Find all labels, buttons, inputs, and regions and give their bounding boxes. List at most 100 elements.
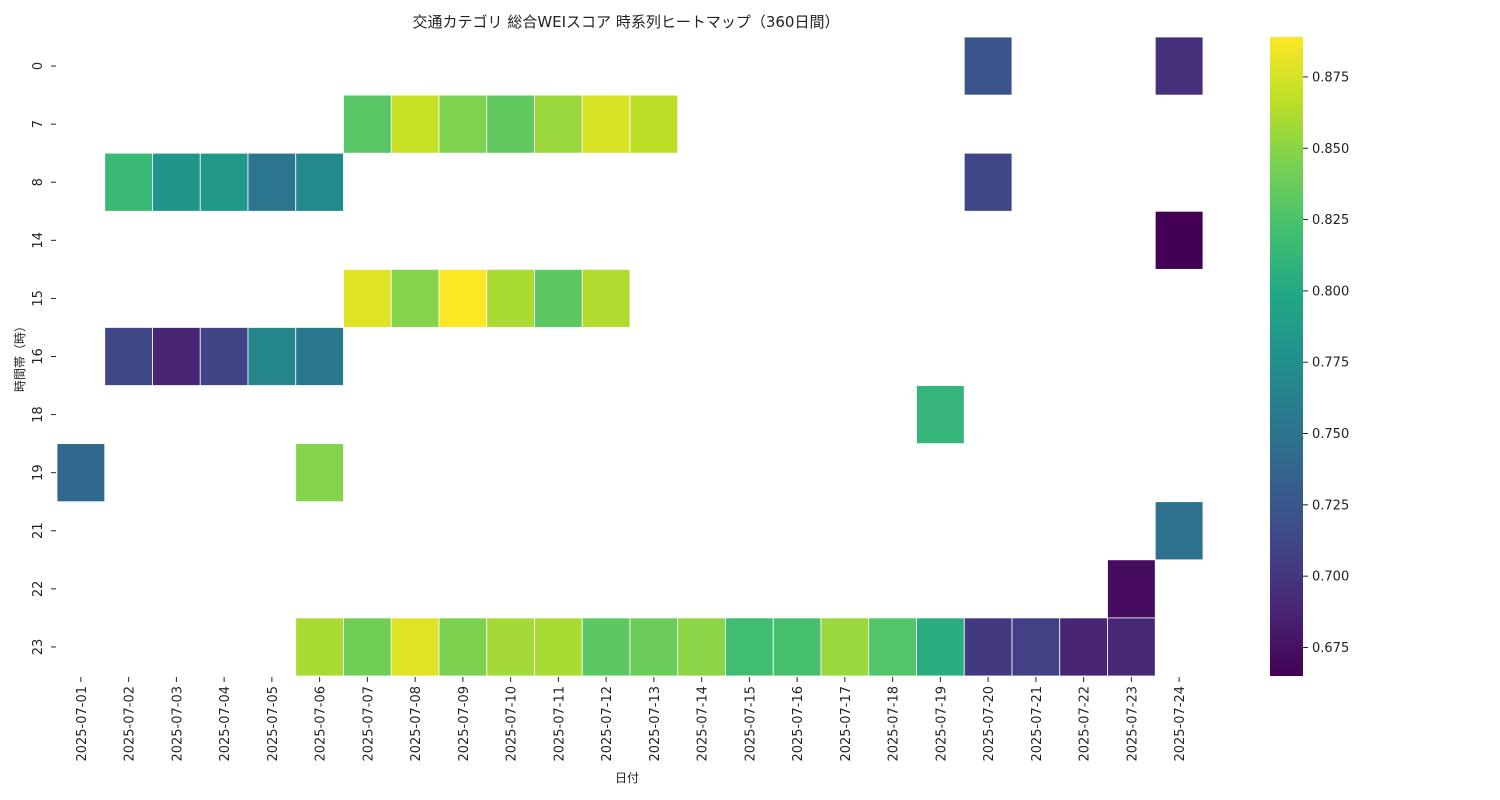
colorbar-ticks: 0.675 0.700 0.725 0.750 0.775 0.800 0.825 0.850… — [1303, 70, 1349, 656]
x-tick-label: 2025-07-06 — [314, 686, 329, 762]
colorbar-tick-label: 0.875 — [1312, 70, 1349, 85]
heatmap-cell — [1059, 617, 1108, 677]
y-tick-label: 15 — [31, 290, 46, 307]
y-tick-label: 18 — [31, 406, 46, 423]
y-tick-label: 14 — [31, 232, 46, 249]
x-tick-label: 2025-07-13 — [648, 686, 663, 762]
x-tick-label: 2025-07-11 — [552, 686, 567, 762]
heatmap-cell — [247, 152, 297, 212]
heatmap-cell — [963, 152, 1013, 212]
heatmap-cell — [1107, 559, 1156, 619]
y-axis-ticks: 0 7 8 14 15 16 18 19 21 22 23 — [31, 62, 56, 655]
y-tick-label: 19 — [31, 464, 46, 481]
y-axis-label: 時間帯（時） — [13, 320, 27, 392]
heatmap-cell — [629, 617, 679, 677]
colorbar-tick-label: 0.850 — [1312, 142, 1349, 157]
colorbar-tick-label: 0.725 — [1312, 498, 1349, 513]
heatmap-cell — [534, 617, 583, 677]
x-axis-ticks: 2025-07-01 2025-07-02 2025-07-03 2025-07-04… — [75, 676, 1188, 762]
y-tick-label: 7 — [31, 120, 46, 128]
heatmap-cell — [916, 617, 965, 677]
heatmap-cell — [486, 617, 535, 677]
heatmap-cell — [534, 268, 583, 328]
x-tick-label: 2025-07-01 — [75, 686, 90, 762]
heatmap-cell — [199, 152, 249, 212]
heatmap-cell — [343, 94, 392, 154]
x-tick-label: 2025-07-10 — [505, 686, 520, 762]
heatmap-cell — [152, 327, 201, 386]
y-tick-label: 16 — [31, 348, 46, 365]
colorbar-tick-label: 0.800 — [1312, 284, 1349, 299]
x-tick-label: 2025-07-20 — [982, 686, 997, 762]
x-tick-label: 2025-07-22 — [1078, 686, 1093, 762]
heatmap-cell — [56, 443, 106, 503]
heatmap-cell — [343, 617, 392, 677]
heatmap-cell — [295, 327, 344, 386]
heatmap-cell — [390, 268, 440, 328]
heatmap-cell — [820, 617, 870, 677]
x-tick-label: 2025-07-04 — [218, 686, 233, 762]
heatmap-cell — [963, 36, 1013, 96]
heatmap-cell — [1154, 210, 1204, 270]
colorbar-tick-label: 0.750 — [1312, 427, 1349, 442]
x-tick-label: 2025-07-21 — [1030, 686, 1045, 762]
heatmap-cell — [390, 617, 440, 677]
x-tick-label: 2025-07-15 — [743, 686, 758, 762]
heatmap-cell — [390, 94, 440, 154]
heatmap-cell — [104, 327, 153, 386]
heatmap-cell — [677, 617, 726, 677]
colorbar-tick-label: 0.700 — [1312, 570, 1349, 585]
heatmap-cell — [629, 94, 679, 154]
x-tick-label: 2025-07-09 — [457, 686, 472, 762]
heatmap-cell — [581, 94, 631, 154]
chart-title: 交通カテゴリ 総合WEIスコア 時系列ヒートマップ（360日間） — [413, 13, 840, 31]
heatmap-cell — [772, 617, 822, 677]
heatmap-cell — [868, 617, 917, 677]
heatmap-cell — [247, 327, 297, 386]
colorbar-tick-label: 0.825 — [1312, 213, 1349, 228]
heatmap-cell — [438, 617, 488, 677]
x-tick-label: 2025-07-16 — [791, 686, 806, 762]
heatmap-cell — [486, 94, 535, 154]
heatmap-cell — [534, 94, 583, 154]
x-tick-label: 2025-07-18 — [887, 686, 902, 762]
y-tick-label: 0 — [31, 62, 46, 70]
heatmap-cell — [343, 268, 392, 328]
colorbar — [1270, 37, 1303, 676]
heatmap-cell — [963, 617, 1013, 677]
colorbar-tick-label: 0.775 — [1312, 356, 1349, 371]
heatmap-cell — [104, 152, 153, 212]
x-tick-label: 2025-07-05 — [266, 686, 281, 762]
heatmap-cell — [295, 617, 344, 677]
heatmap-cell — [916, 385, 965, 445]
heatmap-cell — [295, 152, 344, 212]
x-tick-label: 2025-07-12 — [600, 686, 615, 762]
heatmap-cell — [725, 617, 774, 677]
x-tick-label: 2025-07-02 — [123, 686, 138, 762]
y-tick-label: 22 — [31, 581, 46, 598]
y-tick-label: 21 — [31, 522, 46, 539]
x-tick-label: 2025-07-24 — [1173, 686, 1188, 762]
heatmap-cell — [1154, 501, 1204, 561]
heatmap-cell — [1011, 617, 1061, 677]
heatmap-cell — [438, 94, 488, 154]
heatmap-cell — [295, 443, 344, 503]
x-tick-label: 2025-07-23 — [1125, 686, 1140, 762]
heatmap-cells — [56, 36, 1204, 677]
heatmap-cell — [1107, 617, 1156, 677]
y-tick-label: 23 — [31, 639, 46, 656]
heatmap-cell — [199, 327, 249, 386]
x-tick-label: 2025-07-14 — [696, 686, 711, 762]
heatmap-cell — [486, 268, 535, 328]
x-tick-label: 2025-07-03 — [170, 686, 185, 762]
heatmap-cell — [581, 268, 631, 328]
heatmap-cell — [438, 268, 488, 328]
x-tick-label: 2025-07-19 — [934, 686, 949, 762]
x-tick-label: 2025-07-17 — [839, 686, 854, 762]
heatmap-cell — [581, 617, 631, 677]
heatmap-cell — [152, 152, 201, 212]
y-tick-label: 8 — [31, 178, 46, 186]
x-tick-label: 2025-07-08 — [409, 686, 424, 762]
x-axis-label: 日付 — [615, 771, 639, 785]
